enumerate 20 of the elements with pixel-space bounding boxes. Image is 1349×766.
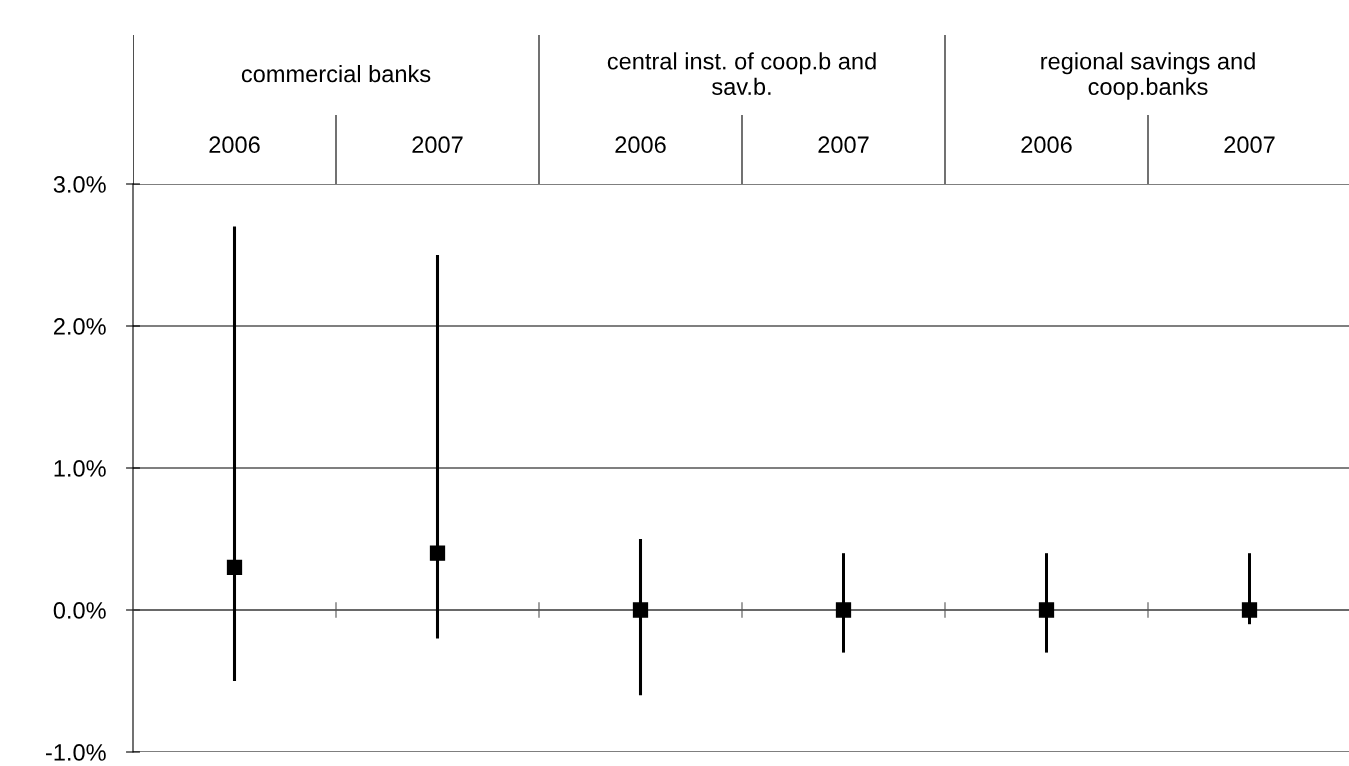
y-tick-label: 3.0% bbox=[53, 176, 106, 193]
point bbox=[1038, 602, 1055, 618]
point bbox=[429, 545, 446, 561]
y-tick-label: 1.0% bbox=[54, 460, 106, 477]
point bbox=[226, 559, 243, 576]
x-tick-label: 2007 bbox=[1224, 136, 1275, 154]
x-tick-label: 2006 bbox=[1021, 136, 1072, 154]
text: commercial banks bbox=[241, 64, 431, 83]
y-tick-label: 2.0% bbox=[53, 318, 106, 335]
x-tick-label: 2007 bbox=[818, 136, 869, 154]
point bbox=[632, 602, 649, 618]
x-tick-label: 2007 bbox=[412, 136, 463, 154]
point bbox=[1241, 602, 1258, 618]
x-tick-label: 2006 bbox=[615, 136, 666, 154]
y-tick-label: 0.0% bbox=[53, 602, 106, 619]
point bbox=[835, 602, 852, 618]
y-tick-label: -1.0% bbox=[45, 744, 106, 761]
x-tick-label: 2006 bbox=[209, 136, 260, 154]
text: regional savings and coop.banks bbox=[1041, 52, 1255, 100]
text: central inst. of coop.b and sav.b. bbox=[607, 52, 876, 96]
